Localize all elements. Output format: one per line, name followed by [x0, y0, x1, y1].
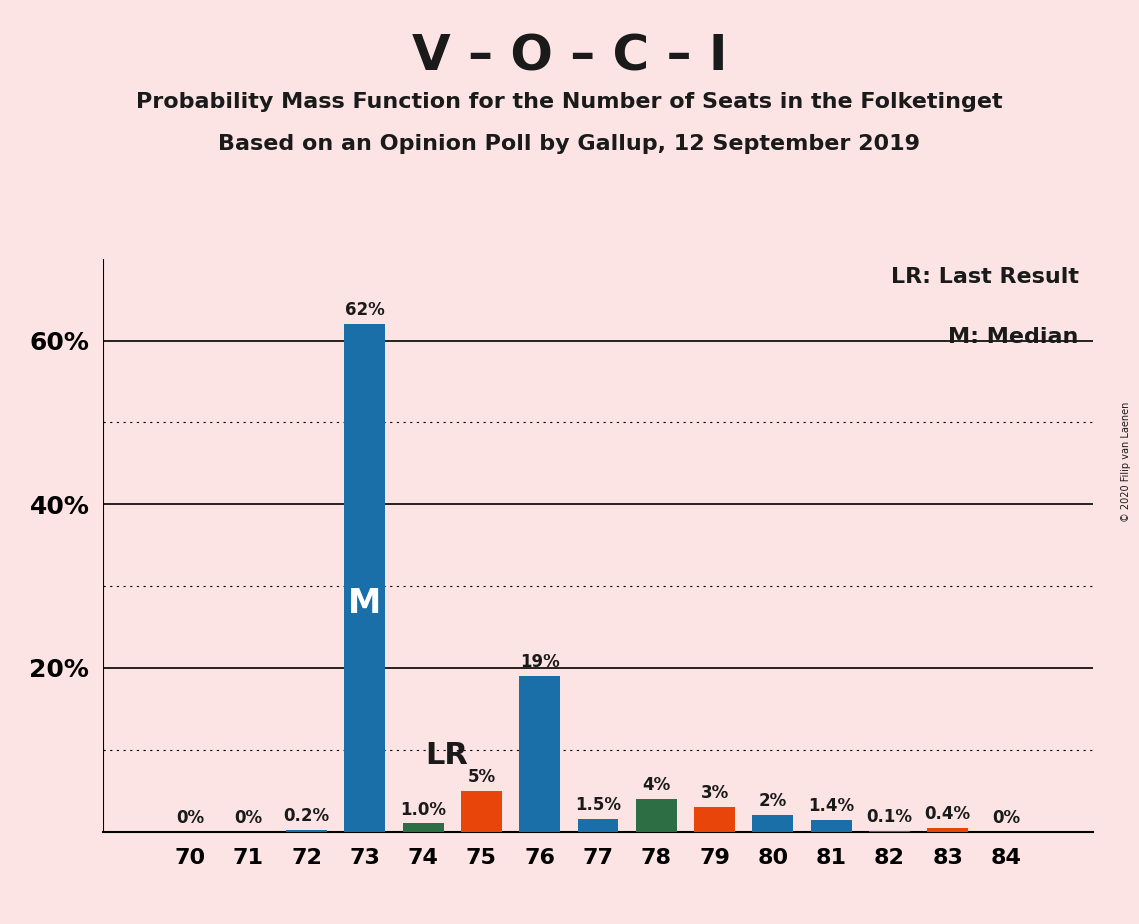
Bar	[403, 823, 443, 832]
Text: 0%: 0%	[175, 808, 204, 827]
Text: 1.4%: 1.4%	[808, 797, 854, 815]
Text: Probability Mass Function for the Number of Seats in the Folketinget: Probability Mass Function for the Number…	[137, 92, 1002, 113]
Text: M: Median: M: Median	[948, 327, 1079, 347]
Text: 1.0%: 1.0%	[400, 800, 446, 819]
Text: 5%: 5%	[467, 768, 495, 785]
Bar	[636, 799, 677, 832]
Text: V – O – C – I: V – O – C – I	[412, 32, 727, 80]
Bar	[286, 830, 327, 832]
Bar	[461, 791, 502, 832]
Text: © 2020 Filip van Laenen: © 2020 Filip van Laenen	[1121, 402, 1131, 522]
Text: Based on an Opinion Poll by Gallup, 12 September 2019: Based on an Opinion Poll by Gallup, 12 S…	[219, 134, 920, 154]
Bar	[344, 324, 385, 832]
Bar	[694, 807, 735, 832]
Bar	[577, 820, 618, 832]
Text: 0%: 0%	[992, 808, 1021, 827]
Text: 0%: 0%	[235, 808, 262, 827]
Text: 0.4%: 0.4%	[925, 806, 970, 823]
Text: LR: Last Result: LR: Last Result	[891, 267, 1079, 287]
Text: M: M	[349, 587, 382, 620]
Text: 0.2%: 0.2%	[284, 807, 329, 825]
Bar	[927, 828, 968, 832]
Bar	[519, 676, 560, 832]
Bar	[811, 821, 852, 832]
Text: 3%: 3%	[700, 784, 729, 802]
Text: LR: LR	[425, 741, 468, 771]
Text: 4%: 4%	[642, 776, 671, 794]
Text: 62%: 62%	[345, 301, 385, 320]
Text: 1.5%: 1.5%	[575, 796, 621, 814]
Text: 2%: 2%	[759, 792, 787, 810]
Bar	[753, 815, 793, 832]
Text: 0.1%: 0.1%	[867, 808, 912, 826]
Text: 19%: 19%	[519, 653, 559, 671]
